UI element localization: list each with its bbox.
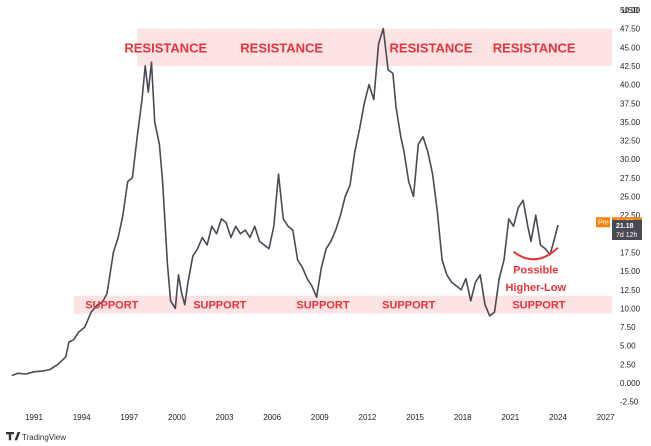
zones-layer xyxy=(73,28,613,314)
x-tick-label: 2000 xyxy=(168,413,186,422)
support-label: SUPPORT xyxy=(512,300,565,312)
support-label: SUPPORT xyxy=(296,300,349,312)
annotation-layer: Possible Higher-Low xyxy=(506,246,567,294)
resistance-label: RESISTANCE xyxy=(390,40,473,55)
support-zone xyxy=(73,295,613,314)
annotation-line-2: Higher-Low xyxy=(506,282,567,294)
currency-label: USD xyxy=(622,6,639,15)
resistance-label: RESISTANCE xyxy=(240,40,323,55)
brand-label: TradingView xyxy=(22,433,66,442)
zone-labels-layer: RESISTANCE RESISTANCE RESISTANCE RESISTANCE… xyxy=(85,40,576,311)
price-axis[interactable]: 50.00 47.50 45.00 42.50 40.00 37.50 35.00 32.50… xyxy=(596,6,642,407)
y-tick-label: 2.50 xyxy=(620,360,636,369)
y-tick-label: 42.50 xyxy=(620,62,641,71)
y-tick-label: 15.00 xyxy=(620,267,641,276)
price-line xyxy=(11,27,559,377)
y-tick-label: 40.00 xyxy=(620,81,641,90)
x-tick-label: 2009 xyxy=(311,413,329,422)
annotation-line-1: Possible xyxy=(513,265,558,277)
countdown: 7d 12h xyxy=(616,232,638,239)
last-price-badge xyxy=(612,219,642,240)
price-line-layer xyxy=(11,27,559,377)
resistance-zone xyxy=(137,28,612,66)
support-label: SUPPORT xyxy=(193,300,246,312)
x-tick-label: 2027 xyxy=(597,413,615,422)
x-tick-label: 2018 xyxy=(454,413,472,422)
tradingview-logo-icon xyxy=(6,432,21,441)
support-label: SUPPORT xyxy=(85,300,138,312)
y-tick-label: 0.000 xyxy=(620,379,641,388)
x-tick-label: 1991 xyxy=(25,413,43,422)
x-tick-label: 2024 xyxy=(549,413,567,422)
time-axis[interactable]: 1991 1994 1997 2000 2003 2006 2009 2012 2015 2018… xyxy=(25,413,615,422)
x-tick-label: 1997 xyxy=(120,413,138,422)
x-tick-label: 1994 xyxy=(73,413,91,422)
x-tick-label: 2021 xyxy=(501,413,519,422)
y-tick-label: 17.50 xyxy=(620,248,641,257)
higher-low-arc xyxy=(512,246,559,261)
pre-market-tag: Pre xyxy=(598,220,609,227)
tradingview-logo xyxy=(6,432,21,441)
support-label: SUPPORT xyxy=(382,300,435,312)
y-tick-label: 25.00 xyxy=(620,193,641,202)
y-tick-label: 10.00 xyxy=(620,304,641,313)
y-tick-label: 50.00 xyxy=(620,6,641,15)
last-price: 21.18 xyxy=(616,223,634,230)
x-tick-label: 2006 xyxy=(263,413,281,422)
y-tick-label: 32.50 xyxy=(620,137,641,146)
y-tick-label: 37.50 xyxy=(620,99,641,108)
y-tick-label: 30.00 xyxy=(620,155,641,164)
pre-market-badge xyxy=(596,217,610,228)
y-tick-label: 47.50 xyxy=(620,25,641,34)
x-tick-label: 2015 xyxy=(406,413,424,422)
resistance-label: RESISTANCE xyxy=(124,40,207,55)
y-tick-label: 45.00 xyxy=(620,43,641,52)
y-tick-label: 35.00 xyxy=(620,118,641,127)
y-tick-label: -2.50 xyxy=(620,398,639,407)
x-tick-label: 2003 xyxy=(216,413,234,422)
x-tick-label: 2012 xyxy=(359,413,377,422)
y-tick-label: 22.50 xyxy=(620,211,641,220)
y-tick-label: 7.50 xyxy=(620,323,636,332)
resistance-label: RESISTANCE xyxy=(493,40,576,55)
y-tick-label: 5.00 xyxy=(620,342,636,351)
y-tick-label: 27.50 xyxy=(620,174,641,183)
y-tick-label: 12.50 xyxy=(620,286,641,295)
